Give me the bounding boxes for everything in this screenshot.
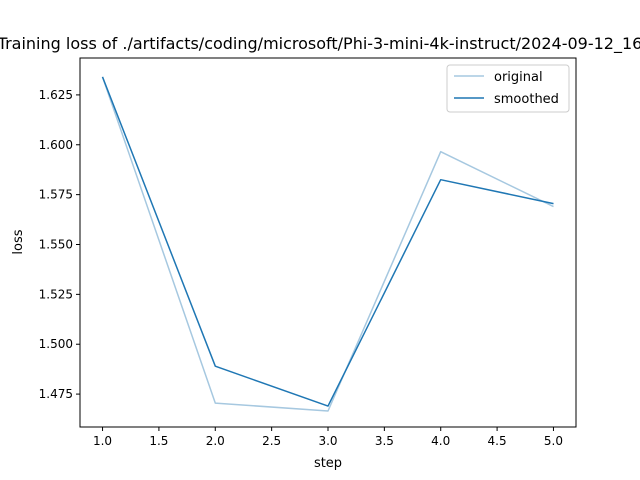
chart-title: Training loss of ./artifacts/coding/micr… [0, 34, 640, 54]
y-tick-label: 1.600 [39, 138, 73, 152]
legend: original smoothed [446, 64, 570, 113]
series-line-smoothed [101, 76, 554, 407]
x-tick-label: 2.0 [206, 434, 225, 448]
y-tick-label: 1.550 [39, 237, 73, 251]
x-tick-label: 5.0 [544, 434, 563, 448]
x-tick-label: 1.0 [93, 434, 112, 448]
series-lines [101, 76, 554, 412]
x-axis-label: step [314, 456, 342, 471]
y-tick-label: 1.500 [39, 337, 73, 351]
y-tick-label: 1.575 [39, 188, 73, 202]
series-line-original [101, 76, 554, 412]
x-tick-label: 1.5 [149, 434, 168, 448]
legend-label-original: original [494, 70, 543, 85]
x-tick-label: 4.0 [431, 434, 450, 448]
y-axis: 1.475 1.500 1.525 1.550 1.575 1.600 1.625 [39, 88, 80, 401]
x-tick-label: 2.5 [262, 434, 281, 448]
x-tick-label: 3.5 [375, 434, 394, 448]
y-tick-label: 1.475 [39, 387, 73, 401]
x-tick-label: 3.0 [318, 434, 337, 448]
y-axis-label: loss [11, 229, 26, 254]
y-tick-label: 1.625 [39, 88, 73, 102]
x-axis: 1.0 1.5 2.0 2.5 3.0 3.5 4.0 4.5 5.0 [93, 427, 563, 448]
y-tick-label: 1.525 [39, 287, 73, 301]
x-tick-label: 4.5 [488, 434, 507, 448]
legend-label-smoothed: smoothed [494, 92, 559, 107]
